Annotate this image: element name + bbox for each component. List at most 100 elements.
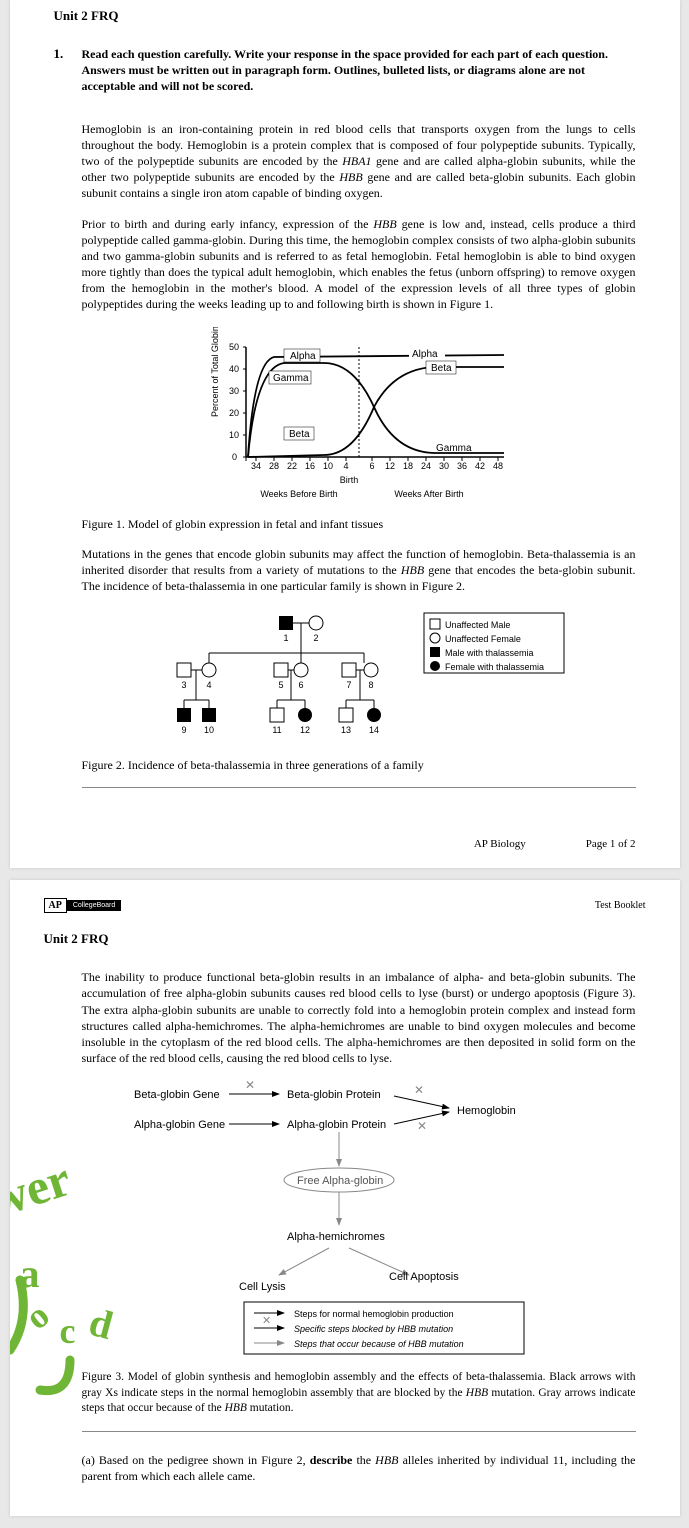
svg-text:10: 10 [203,725,213,735]
alpha-curve [248,355,504,457]
svg-text:Alpha-globin Gene: Alpha-globin Gene [134,1119,225,1131]
svg-text:11: 11 [272,725,281,735]
svg-text:5: 5 [278,680,283,690]
instructions: Read each question carefully. Write your… [82,46,636,95]
svg-text:2: 2 [313,633,318,643]
svg-text:Beta-globin Protein: Beta-globin Protein [287,1089,381,1101]
figure-1: Percent of Total Globin Synthesis 0 10 2… [82,327,636,507]
svg-text:Hemoglobin: Hemoglobin [457,1105,516,1117]
question-row: 1. Read each question carefully. Write y… [44,46,646,808]
svg-text:Specific steps blocked by HBB: Specific steps blocked by HBB mutation [294,1324,453,1334]
svg-text:36: 36 [456,461,466,471]
svg-text:Gamma: Gamma [436,443,472,454]
divider [82,787,636,788]
annotation-a: a [20,1250,40,1297]
figure-3: Beta-globin Gene ✕ Beta-globin Protein A… [82,1080,636,1360]
fig1-xticks-after: 6 12 18 24 30 36 42 48 [369,461,503,471]
svg-text:6: 6 [298,680,303,690]
svg-text:Steps that occur because of HB: Steps that occur because of HBB mutation [294,1339,464,1349]
svg-text:12: 12 [299,725,309,735]
svg-text:Alpha-globin Protein: Alpha-globin Protein [287,1119,386,1131]
svg-text:30: 30 [229,386,239,396]
annotation-c: c [60,1310,76,1352]
question-body: Read each question carefully. Write your… [82,46,646,808]
svg-text:30: 30 [438,461,448,471]
svg-text:Alpha: Alpha [412,349,438,360]
page-1: Unit 2 FRQ 1. Read each question careful… [10,0,680,868]
svg-text:Gamma: Gamma [273,373,309,384]
paragraph-2: Prior to birth and during early infancy,… [82,216,636,313]
svg-text:22: 22 [286,461,296,471]
svg-text:Female with thalassemia: Female with thalassemia [445,662,544,672]
svg-text:Cell Lysis: Cell Lysis [239,1281,286,1293]
svg-text:40: 40 [229,364,239,374]
svg-text:Beta: Beta [431,363,452,374]
svg-text:18: 18 [402,461,412,471]
svg-text:4: 4 [343,461,348,471]
svg-text:Beta-globin Gene: Beta-globin Gene [134,1089,220,1101]
question-number: 1. [54,46,82,808]
header-row: AP CollegeBoard Test Booklet [44,898,646,913]
svg-text:6: 6 [369,461,374,471]
svg-text:42: 42 [474,461,484,471]
ap-badge: AP CollegeBoard [44,898,122,913]
svg-text:7: 7 [346,680,351,690]
annotation-wer: wer [10,1149,77,1229]
svg-text:Cell Apoptosis: Cell Apoptosis [389,1271,459,1283]
svg-text:Unaffected Female: Unaffected Female [445,634,521,644]
svg-text:Weeks Before Birth: Weeks Before Birth [260,489,337,499]
svg-text:✕: ✕ [262,1315,271,1327]
p1g2: HBB [339,170,362,184]
svg-text:✕: ✕ [417,1119,427,1133]
svg-text:0: 0 [232,452,237,462]
svg-text:✕: ✕ [245,1080,255,1092]
svg-text:28: 28 [268,461,278,471]
fig1-ylabel: Percent of Total Globin Synthesis [210,327,220,417]
svg-text:12: 12 [384,461,394,471]
svg-text:9: 9 [181,725,186,735]
page-2: AP CollegeBoard Test Booklet Unit 2 FRQ … [10,880,680,1516]
svg-text:24: 24 [420,461,430,471]
svg-text:Alpha: Alpha [290,351,316,362]
svg-text:16: 16 [304,461,314,471]
paragraph-1: Hemoglobin is an iron-containing protein… [82,121,636,202]
svg-text:48: 48 [492,461,502,471]
svg-text:Birth: Birth [339,475,358,485]
p2a: Prior to birth and during early infancy,… [82,217,374,231]
svg-text:3: 3 [181,680,186,690]
footer-course: AP Biology [474,838,526,850]
part-a: (a) Based on the pedigree shown in Figur… [82,1452,636,1484]
page-footer: AP Biology Page 1 of 2 [44,838,646,850]
svg-text:1: 1 [283,633,288,643]
svg-text:Steps for normal hemoglobin pr: Steps for normal hemoglobin production [294,1309,454,1319]
svg-text:8: 8 [368,680,373,690]
fig2-caption: Figure 2. Incidence of beta-thalassemia … [82,758,636,773]
fig3-caption: Figure 3. Model of globin synthesis and … [82,1370,636,1417]
svg-text:10: 10 [322,461,332,471]
paragraph-4: The inability to produce functional beta… [82,969,636,1066]
svg-text:10: 10 [229,430,239,440]
unit-title-2: Unit 2 FRQ [44,931,646,947]
ap-box: AP [44,898,67,913]
svg-text:Male with thalassemia: Male with thalassemia [445,648,534,658]
svg-text:20: 20 [229,408,239,418]
divider-2 [82,1431,636,1432]
paragraph-3: Mutations in the genes that encode globi… [82,546,636,595]
unit-title: Unit 2 FRQ [54,8,646,24]
fig1-xticks-before: 34 28 22 16 10 4 [250,461,348,471]
svg-text:14: 14 [368,725,378,735]
svg-text:Unaffected Male: Unaffected Male [445,620,510,630]
fig1-yticks: 0 10 20 30 40 50 [229,342,246,462]
p3g1: HBB [401,563,424,577]
svg-text:✕: ✕ [414,1083,424,1097]
annotation-o: o [16,1294,57,1338]
svg-text:13: 13 [340,725,350,735]
fig1-caption: Figure 1. Model of globin expression in … [82,517,636,532]
test-booklet-label: Test Booklet [595,900,646,911]
svg-text:Free Alpha-globin: Free Alpha-globin [297,1175,383,1187]
svg-text:50: 50 [229,342,239,352]
svg-text:Weeks After Birth: Weeks After Birth [394,489,463,499]
svg-text:34: 34 [250,461,260,471]
cb-box: CollegeBoard [67,900,121,911]
svg-text:4: 4 [206,680,211,690]
